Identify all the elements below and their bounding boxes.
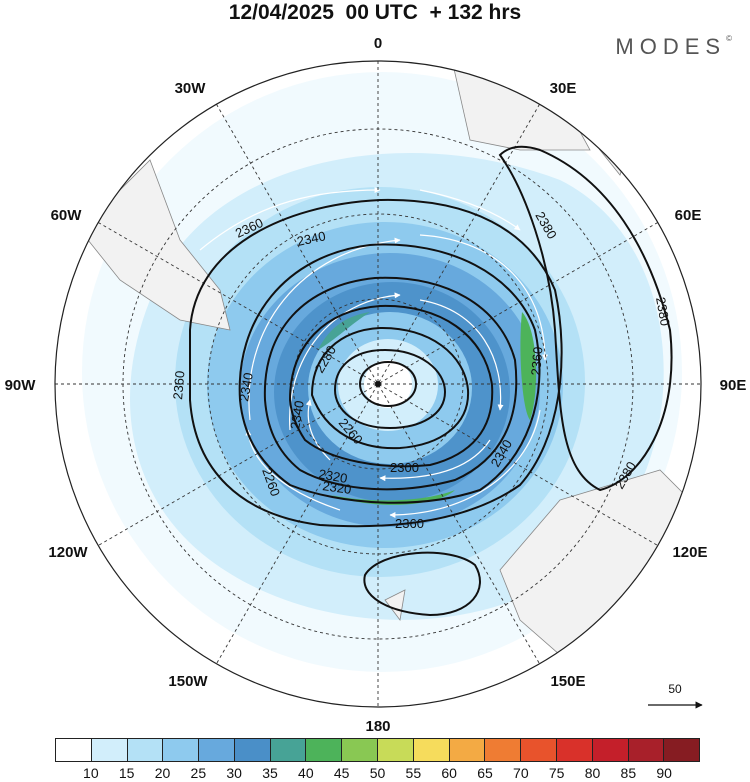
lon-label-90w: 90W bbox=[5, 377, 37, 394]
colorbar-tick-label: 55 bbox=[405, 765, 422, 781]
reference-vector: 50 bbox=[648, 682, 703, 709]
lon-label-150e: 150E bbox=[550, 673, 585, 690]
colorbar-swatch bbox=[413, 739, 450, 761]
brand-logo: MODES© bbox=[615, 34, 732, 60]
colorbar-swatch bbox=[628, 739, 665, 761]
contour-2340 bbox=[238, 243, 541, 504]
colorbar-tick-label: 85 bbox=[620, 765, 637, 781]
colorbar-swatch bbox=[56, 739, 92, 761]
contour-2360-closed-south bbox=[363, 551, 481, 617]
polar-map: 2360 2340 2380 2380 2360 2340 2380 2280 … bbox=[5, 35, 747, 735]
colorbar-tick-label: 15 bbox=[118, 765, 135, 781]
copyright-mark: © bbox=[726, 34, 732, 43]
contour-2380-east bbox=[498, 145, 673, 492]
colorbar-swatch bbox=[556, 739, 593, 761]
map-border bbox=[54, 60, 702, 708]
vector-streak bbox=[389, 409, 541, 518]
vector-streak bbox=[419, 234, 548, 361]
lon-label-60w: 60W bbox=[51, 207, 83, 224]
contour-label: 2320 bbox=[322, 478, 353, 497]
lon-label-150w: 150W bbox=[168, 673, 208, 690]
land-south-america bbox=[79, 159, 231, 331]
vector-streak bbox=[305, 399, 331, 461]
contour-label: 2360 bbox=[528, 346, 545, 376]
colorbar-tick-label: 70 bbox=[513, 765, 529, 781]
contour-label: 2340 bbox=[296, 228, 327, 249]
colorbar-tick-label: 25 bbox=[190, 765, 207, 781]
colorbar-tick-label: 20 bbox=[154, 765, 171, 781]
contour-label: 2300 bbox=[390, 460, 419, 475]
contour-2260 bbox=[333, 348, 447, 430]
colorbar bbox=[55, 738, 700, 762]
vector-streak bbox=[419, 189, 521, 231]
jet-max-east bbox=[520, 312, 537, 420]
colorbar-swatch bbox=[342, 739, 379, 761]
lon-label-180: 180 bbox=[365, 718, 390, 735]
colorbar-swatch bbox=[449, 739, 486, 761]
contour-label: 2380 bbox=[653, 296, 673, 327]
colorbar-swatch bbox=[199, 739, 235, 761]
map-title: 12/04/2025 00 UTC + 132 hrs bbox=[228, 1, 522, 24]
lon-label-90e: 90E bbox=[720, 377, 747, 394]
colorbar-swatch bbox=[306, 739, 343, 761]
lon-label-30w: 30W bbox=[175, 80, 207, 97]
colorbar-tick-label: 90 bbox=[656, 765, 672, 781]
land-new-zealand-north bbox=[384, 589, 406, 621]
colorbar-tick-label: 50 bbox=[369, 765, 386, 781]
contour-label: 2360 bbox=[170, 370, 187, 400]
jet-max-west bbox=[318, 312, 370, 350]
colorbar-swatch bbox=[234, 739, 271, 761]
contour-2320 bbox=[263, 276, 518, 491]
contour-2360 bbox=[189, 198, 563, 528]
contour-label: 2340 bbox=[287, 399, 307, 430]
wind-shading bbox=[82, 72, 682, 672]
colorbar-tick-label: 10 bbox=[83, 765, 99, 781]
colorbar-swatch bbox=[485, 739, 522, 761]
lon-label-0: 0 bbox=[374, 35, 382, 52]
colorbar-tick-label: 35 bbox=[262, 765, 278, 781]
contour-inner bbox=[359, 361, 417, 407]
colorbar-tick-label: 65 bbox=[477, 765, 493, 781]
longitude-labels: 0 30E 60E 90E 120E 150E 180 150W 120W 90… bbox=[5, 35, 747, 735]
contour-label: 2340 bbox=[236, 371, 256, 402]
vector-streak bbox=[419, 299, 504, 411]
colorbar-swatch bbox=[163, 739, 200, 761]
contour-2300 bbox=[288, 304, 494, 468]
vector-streak bbox=[199, 187, 381, 251]
colorbar-tick-label: 80 bbox=[584, 765, 601, 781]
colorbar-swatch bbox=[664, 739, 700, 761]
height-contours bbox=[189, 145, 673, 617]
lon-label-60e: 60E bbox=[675, 207, 702, 224]
graticule bbox=[55, 61, 701, 707]
lon-label-120w: 120W bbox=[48, 544, 88, 561]
south-pole-marker bbox=[375, 381, 381, 387]
brand-name: MODES bbox=[615, 34, 727, 59]
contour-2280 bbox=[310, 326, 470, 450]
colorbar-swatch bbox=[91, 739, 128, 761]
colorbar-swatch bbox=[521, 739, 557, 761]
colorbar-tick-label: 30 bbox=[226, 765, 242, 781]
colorbar-tick-label: 75 bbox=[548, 765, 565, 781]
colorbar-swatch bbox=[592, 739, 629, 761]
contour-label: 2320 bbox=[317, 466, 348, 486]
colorbar-tick-label: 60 bbox=[441, 765, 457, 781]
vector-streak bbox=[379, 439, 491, 482]
colorbar-swatch bbox=[378, 739, 414, 761]
vector-streak bbox=[245, 429, 341, 511]
lon-label-120e: 120E bbox=[672, 544, 707, 561]
reference-vector-label: 50 bbox=[668, 682, 682, 696]
lon-label-30e: 30E bbox=[550, 80, 577, 97]
contour-label: 2360 bbox=[395, 516, 424, 531]
colorbar-swatch bbox=[270, 739, 307, 761]
colorbar-tick-label: 45 bbox=[333, 765, 350, 781]
colorbar-tick-label: 40 bbox=[298, 765, 314, 781]
vector-streak bbox=[248, 237, 401, 421]
colorbar-swatch bbox=[127, 739, 164, 761]
